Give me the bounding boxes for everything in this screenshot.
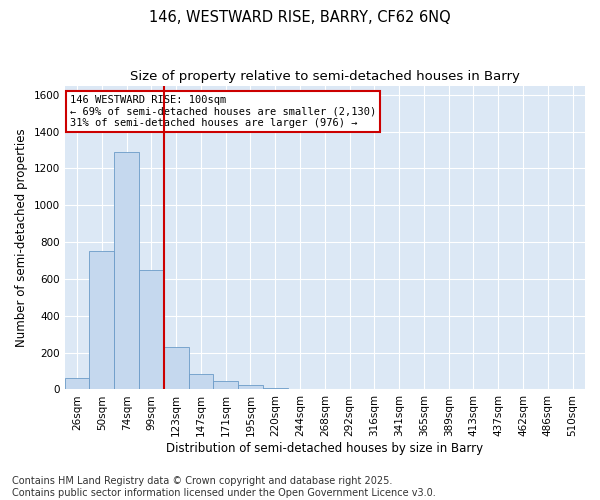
Bar: [164, 347, 188, 390]
Bar: [263, 388, 287, 390]
Text: Contains HM Land Registry data © Crown copyright and database right 2025.
Contai: Contains HM Land Registry data © Crown c…: [12, 476, 436, 498]
Bar: [89, 252, 114, 390]
Bar: [238, 385, 263, 390]
Bar: [188, 374, 214, 390]
X-axis label: Distribution of semi-detached houses by size in Barry: Distribution of semi-detached houses by …: [166, 442, 484, 455]
Text: 146, WESTWARD RISE, BARRY, CF62 6NQ: 146, WESTWARD RISE, BARRY, CF62 6NQ: [149, 10, 451, 25]
Title: Size of property relative to semi-detached houses in Barry: Size of property relative to semi-detach…: [130, 70, 520, 83]
Text: 146 WESTWARD RISE: 100sqm
← 69% of semi-detached houses are smaller (2,130)
31% : 146 WESTWARD RISE: 100sqm ← 69% of semi-…: [70, 94, 376, 128]
Y-axis label: Number of semi-detached properties: Number of semi-detached properties: [15, 128, 28, 347]
Bar: [214, 381, 238, 390]
Bar: [139, 270, 164, 390]
Bar: [65, 378, 89, 390]
Bar: [114, 152, 139, 390]
